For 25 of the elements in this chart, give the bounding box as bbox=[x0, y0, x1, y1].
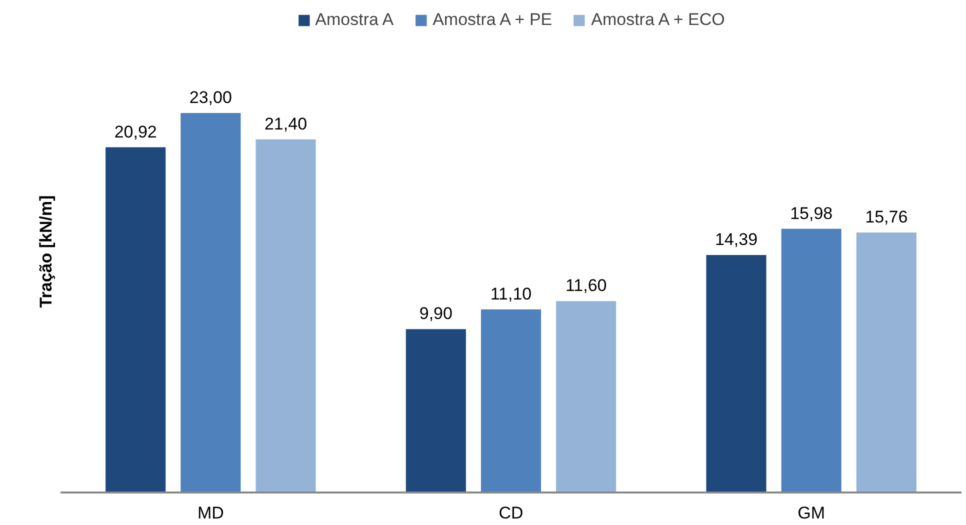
data-label: 9,90 bbox=[419, 304, 452, 324]
bar bbox=[856, 232, 916, 492]
bar bbox=[406, 329, 466, 492]
bar bbox=[256, 139, 316, 492]
legend-label: Amostra A + PE bbox=[432, 10, 552, 30]
x-tick-label: MD bbox=[197, 504, 224, 522]
bar bbox=[781, 228, 842, 492]
bar bbox=[480, 309, 542, 492]
data-label: 20,92 bbox=[114, 122, 157, 142]
data-label: 14,39 bbox=[714, 230, 758, 250]
bar bbox=[106, 147, 166, 492]
y-axis-title: Tração [kN/m] bbox=[36, 195, 56, 308]
legend-label: Amostra A + ECO bbox=[591, 10, 725, 30]
bar bbox=[706, 255, 766, 492]
data-label: 11,10 bbox=[490, 284, 532, 304]
bar bbox=[180, 112, 241, 492]
data-label: 23,00 bbox=[189, 88, 232, 107]
bar bbox=[556, 301, 616, 492]
legend-label: Amostra A bbox=[315, 10, 394, 30]
data-label: 11,60 bbox=[565, 276, 607, 296]
data-label: 15,98 bbox=[790, 204, 833, 223]
x-tick-label: GM bbox=[798, 504, 826, 522]
data-label: 21,40 bbox=[264, 114, 308, 134]
data-label: 15,76 bbox=[865, 207, 908, 226]
x-tick-label: CD bbox=[498, 504, 524, 522]
